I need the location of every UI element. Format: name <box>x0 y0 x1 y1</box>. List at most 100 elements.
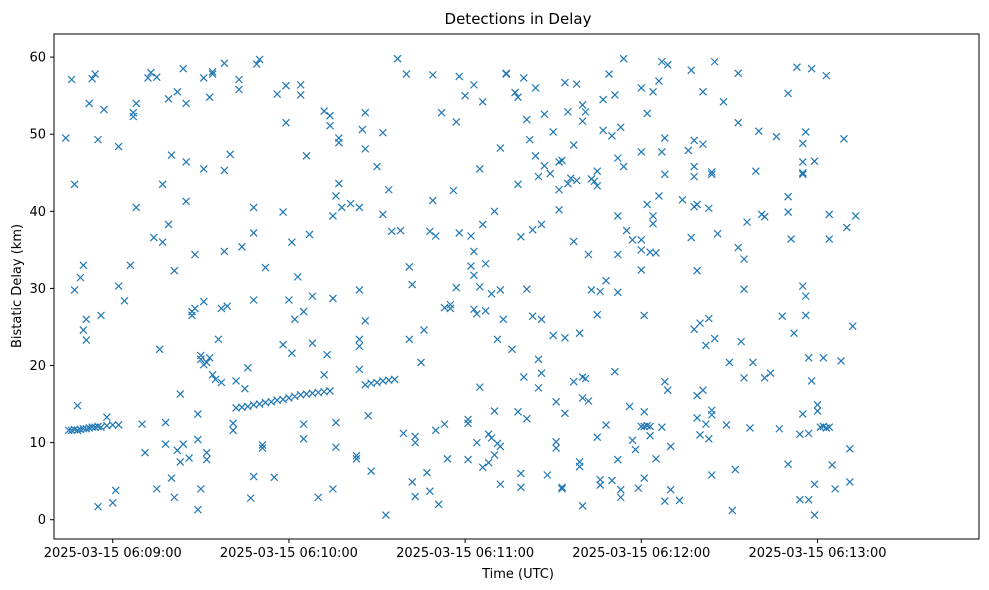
data-point-marker <box>361 108 370 117</box>
data-point-marker <box>537 315 546 324</box>
data-point-marker <box>746 424 754 432</box>
data-point-marker <box>795 430 804 439</box>
data-point-marker <box>346 199 355 208</box>
data-point-marker <box>813 400 822 409</box>
data-point-marker <box>88 74 97 83</box>
data-point-marker <box>378 210 387 219</box>
data-point-marker <box>807 64 816 73</box>
y-tick-label: 50 <box>29 128 46 143</box>
data-point-marker <box>787 235 795 244</box>
data-point-marker <box>743 218 751 227</box>
data-point-marker <box>73 426 82 435</box>
data-point-marker <box>329 294 337 303</box>
data-point-marker <box>191 304 199 313</box>
data-point-marker <box>663 60 672 69</box>
data-point-marker <box>575 462 584 471</box>
data-point-marker <box>258 441 267 449</box>
data-point-marker <box>185 454 194 462</box>
data-point-marker <box>423 468 431 477</box>
data-point-marker <box>373 162 381 171</box>
data-point-marker <box>82 315 91 324</box>
data-point-marker <box>478 463 487 472</box>
data-point-marker <box>666 442 675 451</box>
data-point-marker <box>199 74 208 82</box>
data-point-marker <box>555 185 564 194</box>
data-point-marker <box>566 174 575 183</box>
data-point-marker <box>437 108 446 117</box>
data-point-marker <box>540 161 549 170</box>
data-point-marker <box>748 358 757 367</box>
data-point-marker <box>660 134 669 143</box>
data-point-marker <box>287 238 296 247</box>
data-point-marker <box>329 484 337 493</box>
data-point-marker <box>514 180 522 189</box>
data-point-marker <box>396 226 405 235</box>
x-tick-label: 2025-03-15 06:12:00 <box>572 546 710 561</box>
data-point-marker <box>569 377 578 386</box>
data-point-marker <box>246 494 255 503</box>
data-series <box>61 54 860 520</box>
data-point-marker <box>701 420 710 429</box>
data-point-marker <box>825 423 834 432</box>
data-point-marker <box>552 397 561 406</box>
data-point-marker <box>490 407 499 415</box>
data-point-marker <box>367 467 376 476</box>
data-point-marker <box>102 413 111 422</box>
data-point-marker <box>202 448 211 457</box>
y-axis-label: Bistatic Delay (km) <box>10 224 25 348</box>
data-point-marker <box>643 109 652 118</box>
data-point-marker <box>734 243 743 252</box>
data-point-marker <box>411 432 420 441</box>
data-point-marker <box>793 63 801 72</box>
data-point-marker <box>193 410 202 419</box>
data-point-marker <box>534 355 543 364</box>
data-point-marker <box>707 168 716 176</box>
data-point-marker <box>373 378 381 387</box>
data-point-marker <box>202 358 211 367</box>
data-point-marker <box>493 335 502 344</box>
data-point-marker <box>431 426 440 435</box>
data-point-marker <box>170 493 179 502</box>
data-point-marker <box>590 177 599 186</box>
data-point-marker <box>654 77 663 85</box>
data-point-marker <box>164 94 173 103</box>
data-point-marker <box>179 440 188 449</box>
data-point-marker <box>631 445 640 454</box>
data-point-marker <box>610 367 619 376</box>
data-point-marker <box>455 72 464 81</box>
data-point-marker <box>229 419 238 428</box>
data-point-marker <box>114 282 123 291</box>
data-point-marker <box>487 289 496 298</box>
data-point-marker <box>296 80 305 89</box>
data-point-marker <box>205 353 214 362</box>
data-point-marker <box>146 68 155 77</box>
data-point-marker <box>214 335 223 344</box>
data-point-marker <box>158 180 167 189</box>
data-point-marker <box>534 383 543 392</box>
data-point-marker <box>255 400 264 409</box>
data-point-marker <box>475 282 484 291</box>
data-point-marker <box>496 480 505 489</box>
data-point-marker <box>411 492 420 501</box>
data-point-marker <box>690 325 699 334</box>
data-point-marker <box>543 471 552 479</box>
data-point-marker <box>734 69 743 78</box>
data-point-marker <box>649 87 657 96</box>
data-point-marker <box>91 70 100 79</box>
data-point-marker <box>490 451 499 459</box>
data-point-marker <box>798 170 807 179</box>
data-point-marker <box>613 212 622 220</box>
data-point-marker <box>67 426 76 435</box>
data-point-marker <box>825 210 834 219</box>
data-point-marker <box>637 265 646 274</box>
data-point-marker <box>408 478 417 486</box>
data-point-marker <box>790 329 798 338</box>
data-point-marker <box>837 356 845 365</box>
data-point-marker <box>469 271 478 280</box>
data-point-marker <box>616 485 625 494</box>
data-point-marker <box>352 454 361 463</box>
data-point-marker <box>640 474 649 483</box>
data-point-marker <box>243 363 252 372</box>
data-point-marker <box>481 306 490 315</box>
data-point-marker <box>164 220 173 229</box>
